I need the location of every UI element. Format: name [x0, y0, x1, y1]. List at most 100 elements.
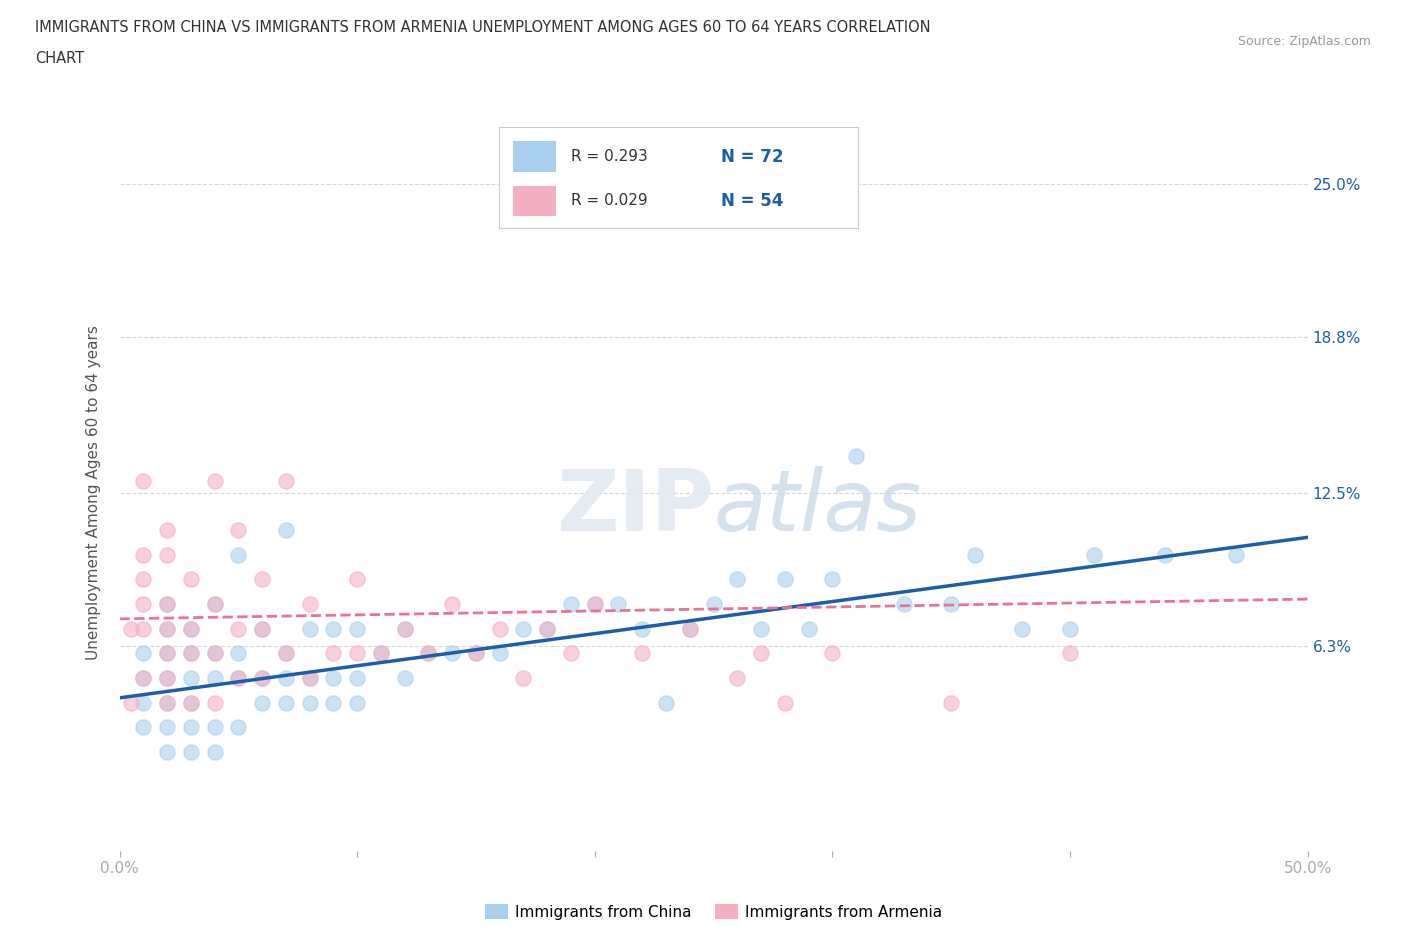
Point	[228, 621, 250, 636]
Point	[132, 671, 155, 685]
Point	[797, 621, 820, 636]
Point	[250, 671, 273, 685]
Point	[180, 696, 202, 711]
Point	[893, 596, 915, 611]
Point	[274, 646, 297, 661]
Point	[1059, 621, 1081, 636]
Point	[939, 696, 962, 711]
Point	[204, 473, 226, 488]
Point	[132, 572, 155, 587]
Point	[464, 646, 488, 661]
Text: N = 72: N = 72	[721, 148, 785, 166]
Point	[180, 745, 202, 760]
Point	[560, 596, 582, 611]
Point	[204, 596, 226, 611]
Text: ZIP: ZIP	[555, 466, 713, 549]
Point	[488, 646, 510, 661]
Point	[322, 646, 344, 661]
Point	[156, 547, 179, 562]
Point	[702, 596, 725, 611]
Point	[156, 671, 179, 685]
Point	[322, 621, 344, 636]
Point	[773, 572, 796, 587]
Point	[583, 596, 606, 611]
Point	[180, 621, 202, 636]
Text: Source: ZipAtlas.com: Source: ZipAtlas.com	[1237, 35, 1371, 48]
Point	[1011, 621, 1033, 636]
Point	[679, 621, 702, 636]
Point	[180, 646, 202, 661]
Point	[204, 696, 226, 711]
Point	[156, 696, 179, 711]
Point	[250, 621, 273, 636]
Point	[370, 646, 392, 661]
Point	[464, 646, 488, 661]
Point	[180, 696, 202, 711]
Point	[156, 745, 179, 760]
Point	[180, 646, 202, 661]
Point	[607, 596, 630, 611]
Point	[204, 720, 226, 735]
Point	[274, 523, 297, 538]
Point	[156, 523, 179, 538]
Point	[394, 621, 416, 636]
Point	[156, 621, 179, 636]
Point	[536, 621, 558, 636]
Text: N = 54: N = 54	[721, 192, 783, 210]
Point	[394, 671, 416, 685]
Point	[250, 696, 273, 711]
Point	[1083, 547, 1105, 562]
Point	[156, 646, 179, 661]
Point	[132, 696, 155, 711]
Point	[749, 646, 772, 661]
Point	[180, 671, 202, 685]
Point	[250, 572, 273, 587]
Point	[180, 621, 202, 636]
Text: IMMIGRANTS FROM CHINA VS IMMIGRANTS FROM ARMENIA UNEMPLOYMENT AMONG AGES 60 TO 6: IMMIGRANTS FROM CHINA VS IMMIGRANTS FROM…	[35, 20, 931, 35]
Point	[370, 646, 392, 661]
Text: CHART: CHART	[35, 51, 84, 66]
Point	[120, 621, 142, 636]
Point	[180, 572, 202, 587]
Point	[1154, 547, 1177, 562]
Point	[679, 621, 702, 636]
Point	[346, 696, 368, 711]
Point	[845, 448, 868, 463]
Point	[583, 596, 606, 611]
Point	[274, 671, 297, 685]
Text: R = 0.293: R = 0.293	[571, 149, 648, 164]
Point	[631, 621, 654, 636]
Point	[132, 720, 155, 735]
Point	[560, 646, 582, 661]
Point	[204, 745, 226, 760]
Point	[655, 696, 678, 711]
Point	[298, 596, 321, 611]
Point	[322, 671, 344, 685]
Point	[512, 621, 534, 636]
Point	[204, 671, 226, 685]
Text: R = 0.029: R = 0.029	[571, 193, 647, 208]
Point	[156, 720, 179, 735]
Point	[156, 696, 179, 711]
Point	[1059, 646, 1081, 661]
Point	[228, 671, 250, 685]
Point	[346, 671, 368, 685]
Point	[298, 696, 321, 711]
Point	[512, 671, 534, 685]
Point	[120, 696, 142, 711]
Point	[132, 621, 155, 636]
Point	[228, 523, 250, 538]
Text: atlas: atlas	[713, 466, 921, 549]
Point	[346, 621, 368, 636]
Point	[228, 547, 250, 562]
Point	[749, 621, 772, 636]
Point	[394, 621, 416, 636]
Point	[204, 646, 226, 661]
Point	[418, 646, 440, 661]
Point	[156, 596, 179, 611]
Point	[250, 621, 273, 636]
Bar	[513, 141, 557, 172]
Point	[228, 646, 250, 661]
Legend: Immigrants from China, Immigrants from Armenia: Immigrants from China, Immigrants from A…	[478, 897, 949, 925]
Point	[156, 621, 179, 636]
